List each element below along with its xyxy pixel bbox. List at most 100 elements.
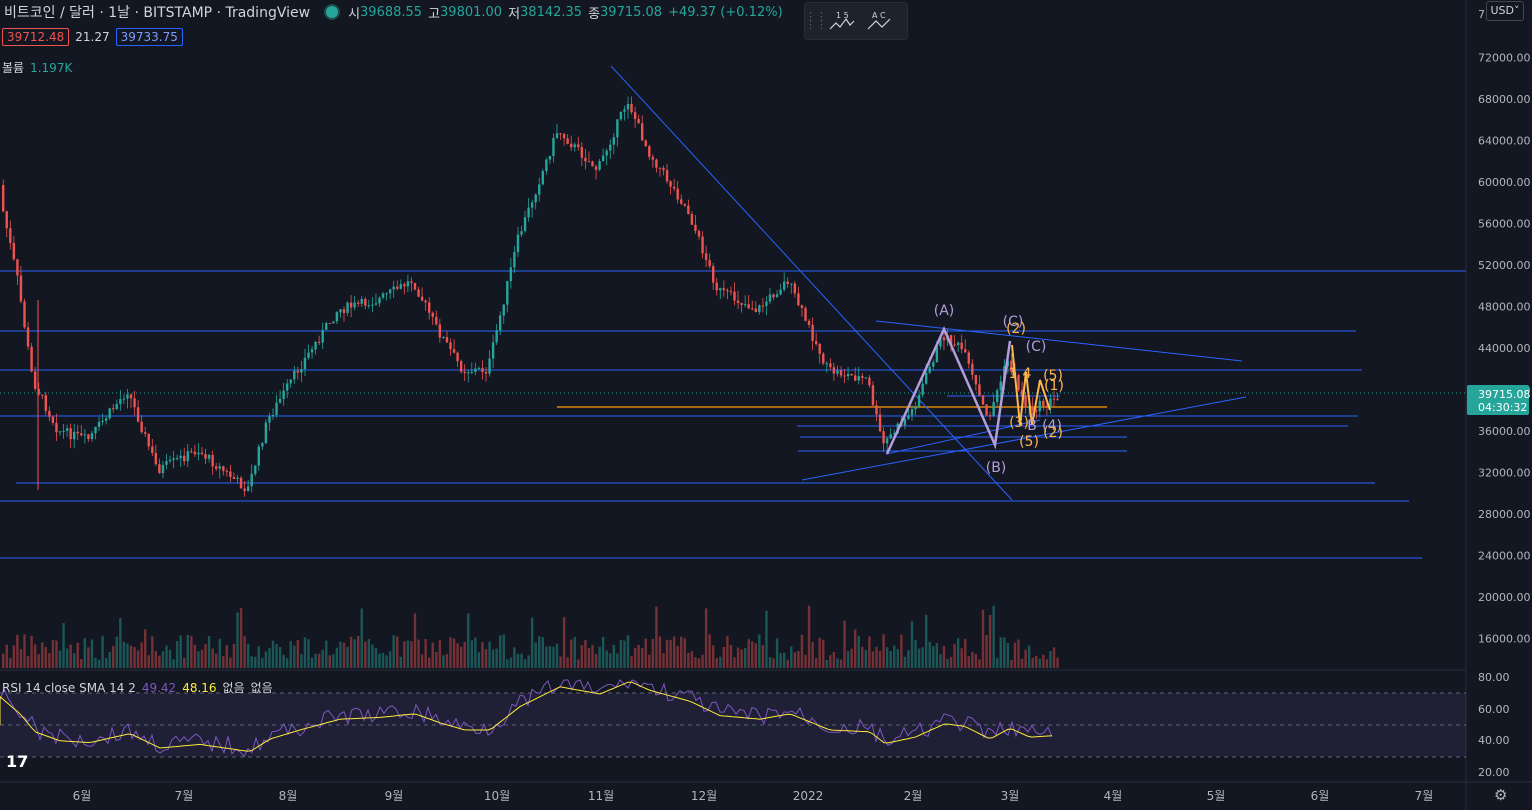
volume-bar [985,635,988,668]
candle [1035,408,1038,420]
volume-bar [186,634,189,668]
volume-bar [477,652,481,668]
volume-bar [509,657,513,668]
candle [108,407,111,421]
candle-body [502,304,505,316]
ask-price[interactable]: 39733.75 [115,28,183,46]
candle [474,362,477,376]
volume-bar [328,655,331,668]
candle-body [200,452,204,455]
tradingview-logo-icon[interactable]: 17 [6,752,29,771]
candle [403,282,406,295]
candle-body [261,442,264,447]
candle-body [889,434,892,439]
candle [435,310,438,326]
candle [758,304,761,315]
volume-bar [903,656,907,668]
time-tick-label: 6월 [73,789,92,803]
candle [239,476,243,489]
volume-bar [687,652,690,668]
volume-bar [729,645,733,668]
candle-body [413,282,417,290]
candle [5,210,8,238]
candle-body [310,349,314,353]
volume-bar [846,650,850,668]
trend-line [885,419,1041,455]
volume-bar [648,654,651,668]
low-label: 저 [508,6,521,22]
candle-body [144,432,147,434]
candle-body [161,464,165,474]
candle [545,157,548,175]
candle-body [122,398,126,400]
candle [814,332,818,346]
rsi-legend[interactable]: RSI 14 close SMA 14 2 49.42 48.16 없음 없음 [2,679,273,696]
candle [1042,398,1045,411]
candle [974,374,978,391]
elliott-correction-button[interactable]: A C [861,6,899,36]
candle-body [73,431,76,440]
volume-bar [41,642,44,668]
volume-bar [165,645,168,668]
volume-bar [722,647,726,668]
candle [76,424,79,441]
candle-body [410,281,413,283]
volume-bar [80,659,83,668]
candle-body [786,281,789,284]
candle-body [683,203,686,206]
volume-bar [33,644,37,668]
candle-body [601,155,605,162]
candle-body [445,337,449,343]
volume-bar [119,618,122,668]
drag-handle-icon[interactable]: ⋮⋮ ⋮⋮ [805,10,827,31]
candle [367,299,371,309]
volume-bar [257,646,260,668]
candle [261,442,264,451]
volume-bar [864,650,868,668]
volume-bar [548,645,552,668]
wave-label: (5) [1043,368,1063,384]
candle-body [491,342,495,359]
candle-body [328,323,331,325]
volume-bar [765,610,768,668]
volume-bar [307,639,310,668]
candle [236,474,239,484]
candle [885,436,889,454]
candle [665,163,669,184]
candle [566,134,569,145]
candle [257,443,260,471]
volume-bar [403,641,406,668]
candle [83,428,87,444]
candle-body [612,137,615,145]
candle [172,451,175,469]
bid-price[interactable]: 39712.48 [2,28,70,46]
currency-select[interactable]: USD˅ [1486,1,1524,21]
volume-legend[interactable]: 볼륨 1.197K [2,59,72,76]
correction-icon-text: A C [872,11,886,20]
volume-bar [974,653,978,668]
volume-bar [243,636,246,668]
volume-bar [179,635,182,668]
volume-bar [942,645,946,668]
wave-label: (2) [1043,425,1063,441]
candle-body [552,138,555,156]
candle [325,321,328,330]
symbol-title[interactable]: 비트코인 / 달러 · 1날 · BITSTAMP · TradingView [4,5,311,21]
candle-body [733,291,736,301]
elliott-impulse-button[interactable]: 1 5 [823,6,861,36]
volume-bar [559,656,562,668]
candle-body [346,302,349,313]
market-status-icon[interactable] [326,6,339,18]
candle-body [800,305,804,309]
candle-body [871,385,875,406]
candle [889,428,892,440]
candle-body [779,289,782,295]
candle [268,413,271,431]
candle-body [594,166,598,170]
candle-body [87,434,90,440]
candle-body [811,324,814,342]
settings-gear-icon[interactable]: ⚙ [1494,786,1508,804]
candle-body [708,260,711,267]
spread-value: 21.27 [75,30,110,44]
